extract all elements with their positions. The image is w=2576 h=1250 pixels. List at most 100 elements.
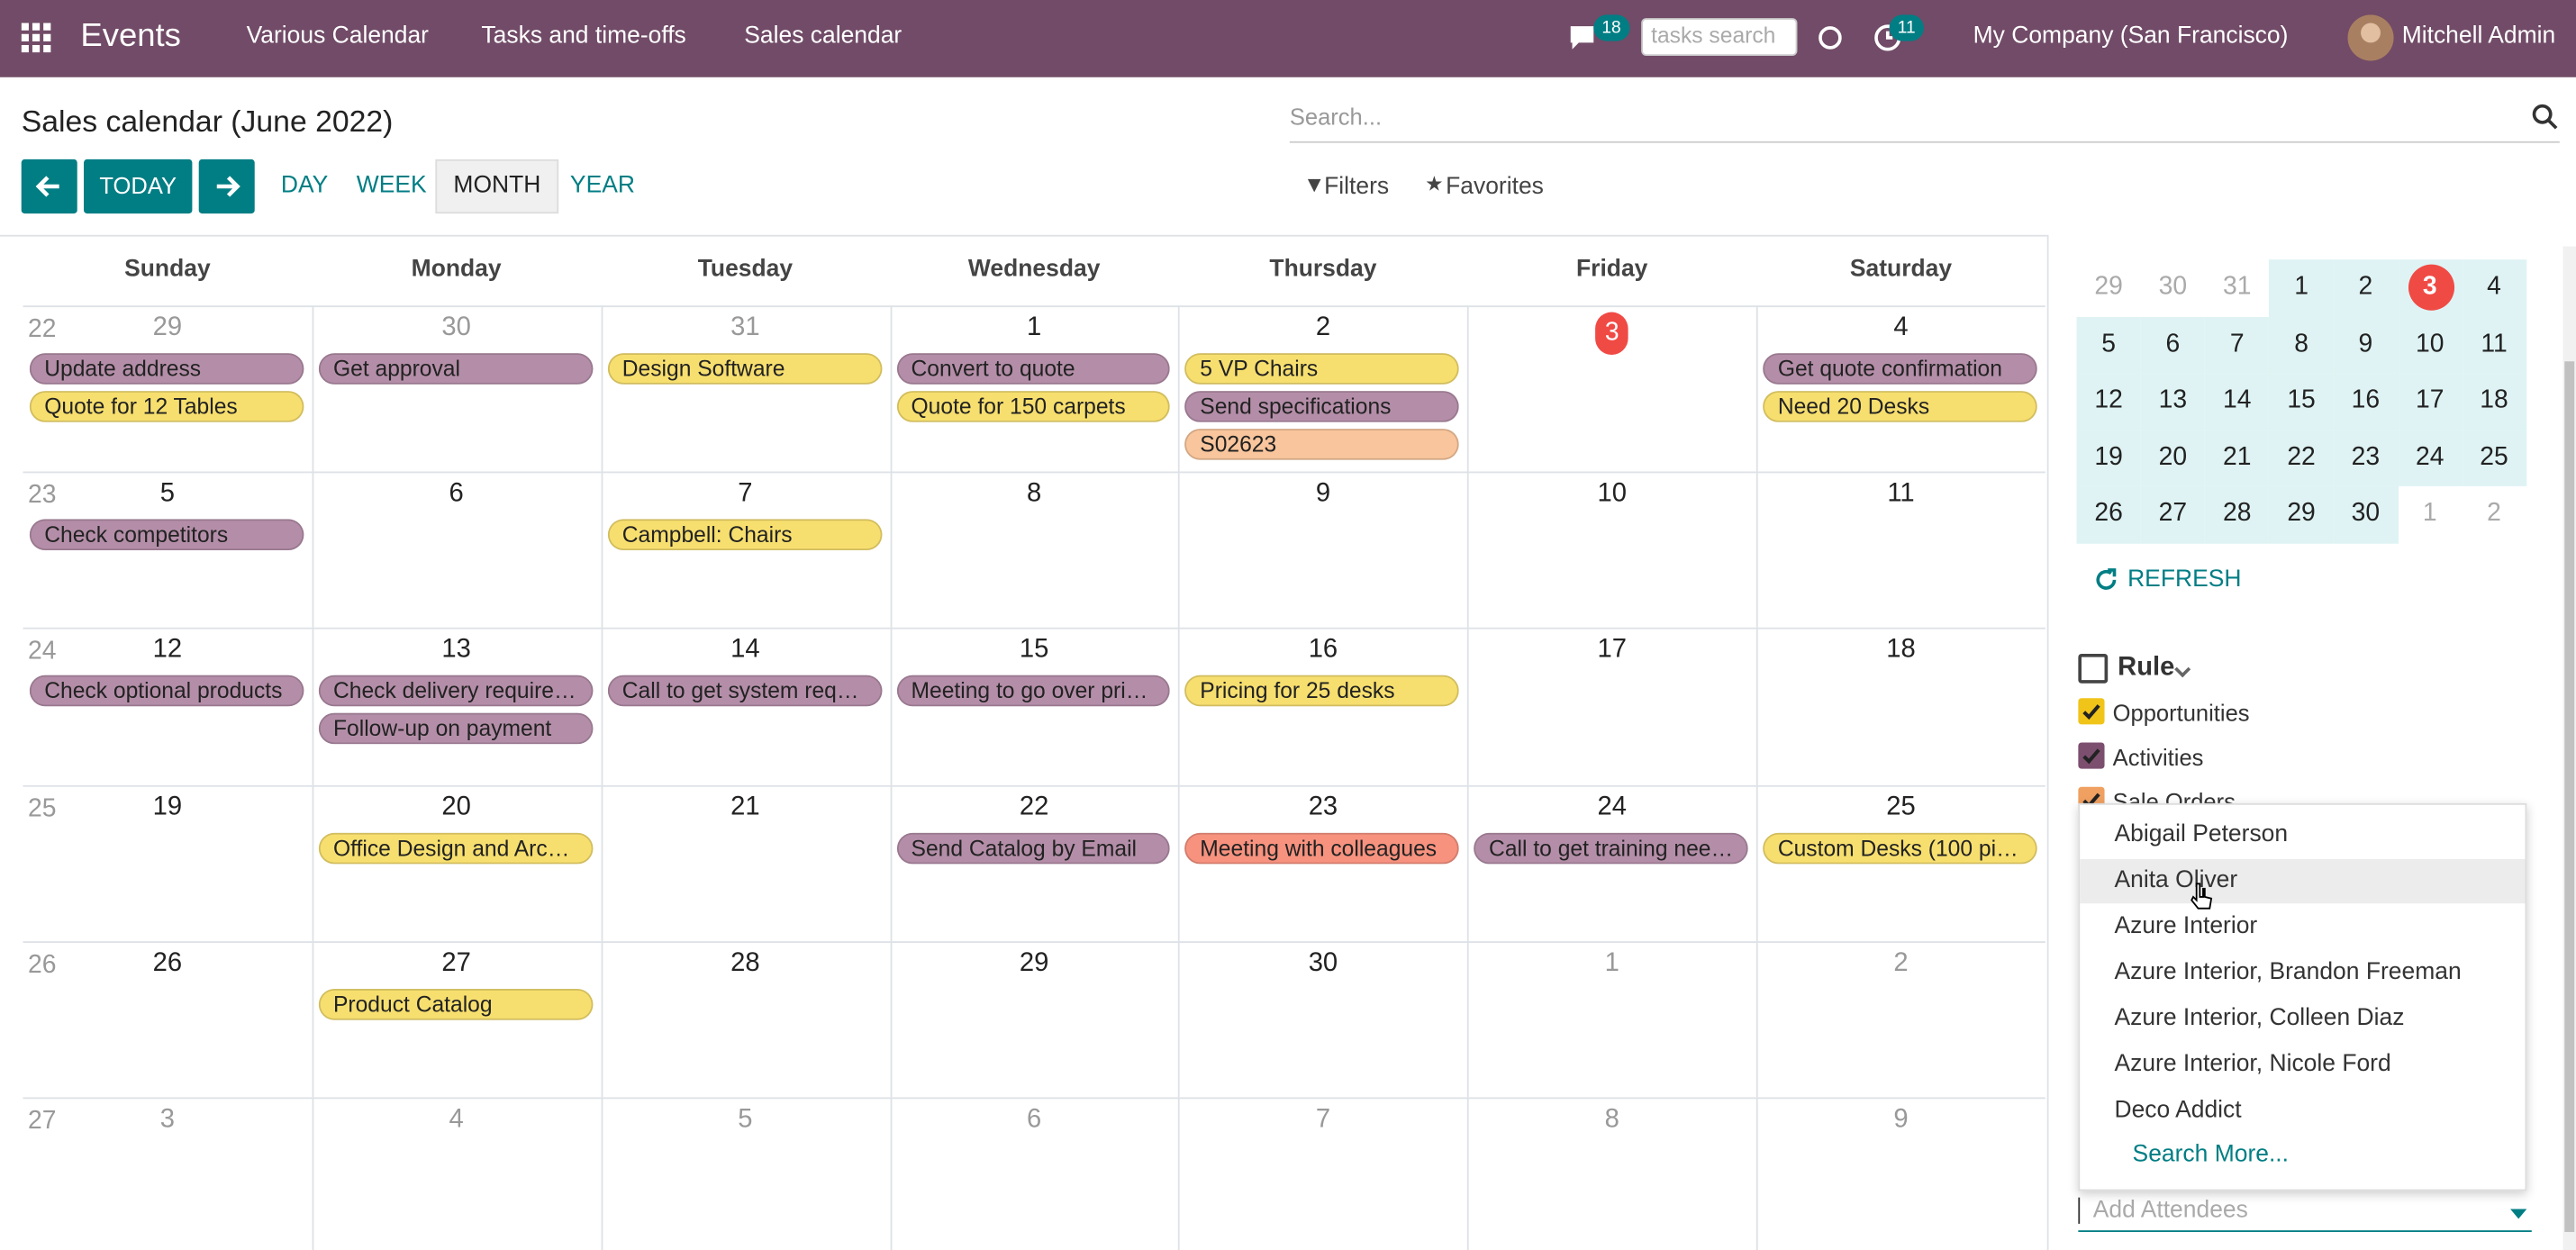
mini-day[interactable]: 14 <box>2222 385 2252 414</box>
mini-day[interactable]: 1 <box>2422 500 2437 529</box>
today-button[interactable]: TODAY <box>84 159 193 214</box>
mini-day[interactable]: 13 <box>2158 385 2188 414</box>
calendar-event[interactable]: Follow-up on payment <box>318 712 593 745</box>
app-name[interactable]: Events <box>80 18 181 55</box>
refresh-icon[interactable] <box>2093 566 2119 593</box>
filter-label[interactable]: Opportunities <box>2112 700 2250 727</box>
mini-day[interactable]: 6 <box>2165 329 2181 358</box>
calendar-event[interactable]: Get approval <box>318 353 593 385</box>
mini-day[interactable]: 20 <box>2158 443 2188 472</box>
mini-day[interactable]: 26 <box>2094 500 2123 529</box>
refresh-button[interactable]: REFRESH <box>2127 566 2242 593</box>
caret[interactable] <box>2174 661 2191 678</box>
calendar-event[interactable]: Need 20 Desks <box>1763 391 2037 422</box>
calendar-event[interactable]: S02623 <box>1184 429 1460 460</box>
calendar-event[interactable]: Send Catalog by Email <box>896 832 1171 865</box>
mini-day[interactable]: 16 <box>2351 385 2381 414</box>
dropdown-option[interactable]: Deco Addict <box>2114 1097 2242 1124</box>
mini-day[interactable]: 18 <box>2480 385 2508 414</box>
filters-button[interactable]: Filters <box>1324 174 1390 201</box>
calendar-event[interactable]: Meeting with colleagues <box>1184 832 1460 865</box>
star-icon[interactable] <box>1426 176 1443 191</box>
mini-day[interactable]: 27 <box>2158 500 2188 529</box>
mini-day[interactable]: 15 <box>2287 385 2316 414</box>
calendar-event[interactable]: Quote for 150 carpets <box>896 391 1171 422</box>
view-button[interactable]: YEAR <box>569 172 635 199</box>
attendees-placeholder[interactable]: Add Attendees <box>2092 1197 2248 1224</box>
mini-day[interactable]: 8 <box>2294 329 2308 358</box>
dropdown-option[interactable]: Anita Oliver <box>2080 858 2526 904</box>
prev-button[interactable] <box>21 159 77 214</box>
menu-item[interactable]: Tasks and time-offs <box>481 23 686 50</box>
mini-day[interactable]: 11 <box>2481 329 2508 358</box>
favorites-button[interactable]: Favorites <box>1446 174 1544 201</box>
mini-day[interactable]: 9 <box>2358 329 2373 358</box>
mini-day[interactable]: 19 <box>2094 443 2123 472</box>
search-input[interactable]: tasks search <box>1641 18 1798 57</box>
menu-item[interactable]: Sales calendar <box>744 23 903 50</box>
view-button[interactable]: WEEK <box>356 172 427 199</box>
calendar-event[interactable]: Send specifications <box>1184 391 1460 422</box>
dropdown-option[interactable]: Azure Interior <box>2114 913 2258 940</box>
calendar-event[interactable]: Check delivery requirem… <box>318 675 593 707</box>
calendar-event[interactable]: Convert to quote <box>896 353 1171 385</box>
calendar-event[interactable]: Campbell: Chairs <box>607 519 882 551</box>
mini-day[interactable]: 7 <box>2229 329 2245 358</box>
calendar-event[interactable]: Design Software <box>607 353 882 385</box>
calendar-event[interactable]: Office Design and Archit… <box>318 832 593 865</box>
filter-checkbox[interactable] <box>2078 698 2105 725</box>
rule-checkbox[interactable] <box>2078 653 2109 684</box>
user-menu[interactable]: Mitchell Admin <box>2401 23 2556 50</box>
search-bar[interactable]: Search... <box>1289 95 2560 143</box>
search-more[interactable]: Search More... <box>2132 1141 2290 1168</box>
mini-day[interactable]: 30 <box>2158 272 2188 301</box>
mini-day[interactable]: 21 <box>2222 443 2252 472</box>
calendar-event[interactable]: Pricing for 25 desks <box>1184 675 1460 707</box>
funnel-icon[interactable] <box>1307 178 1321 193</box>
mini-day[interactable]: 12 <box>2094 385 2123 414</box>
avatar[interactable] <box>2347 14 2394 61</box>
mini-day[interactable]: 4 <box>2487 272 2501 301</box>
attendees-input[interactable] <box>2078 1196 2532 1232</box>
calendar-event[interactable]: Custom Desks (100 piec… <box>1763 832 2037 865</box>
view-button[interactable]: MONTH <box>435 159 559 214</box>
mini-day[interactable]: 3 <box>2422 272 2437 301</box>
mini-day[interactable]: 5 <box>2101 329 2116 358</box>
calendar-event[interactable]: Update address <box>29 353 304 385</box>
calendar-event[interactable]: Product Catalog <box>318 989 593 1020</box>
mini-day[interactable]: 10 <box>2415 329 2444 358</box>
next-button[interactable] <box>198 159 255 214</box>
mini-day[interactable]: 30 <box>2351 500 2381 529</box>
calendar-event[interactable]: Check competitors <box>29 519 304 551</box>
view-button[interactable]: DAY <box>280 172 329 199</box>
mini-day[interactable]: 28 <box>2222 500 2252 529</box>
company-switcher[interactable]: My Company (San Francisco) <box>1973 23 2289 50</box>
mini-day[interactable]: 23 <box>2351 443 2381 472</box>
dropdown-option[interactable]: Azure Interior, Colleen Diaz <box>2114 1005 2405 1032</box>
mini-day[interactable]: 22 <box>2287 443 2316 472</box>
input-caret[interactable] <box>2510 1209 2527 1219</box>
sync-icon[interactable] <box>1814 22 1846 54</box>
mini-day[interactable]: 17 <box>2415 385 2444 414</box>
filter-label[interactable]: Activities <box>2112 744 2204 771</box>
calendar-event[interactable]: Call to get training needs <box>1474 832 1748 865</box>
calendar-event[interactable]: Quote for 12 Tables <box>29 391 304 422</box>
calendar-event[interactable]: Meeting to go over prici… <box>896 675 1171 707</box>
scrollbar-thumb[interactable] <box>2564 361 2575 1232</box>
calendar-event[interactable]: Call to get system requir… <box>607 675 882 707</box>
mini-day[interactable]: 24 <box>2415 443 2444 472</box>
mini-day[interactable]: 29 <box>2094 272 2123 301</box>
mini-day[interactable]: 2 <box>2487 500 2501 529</box>
mini-day[interactable]: 29 <box>2287 500 2316 529</box>
menu-item[interactable]: Various Calendar <box>246 23 430 50</box>
dropdown-option[interactable]: Abigail Peterson <box>2114 821 2289 848</box>
mini-day[interactable]: 2 <box>2358 272 2373 301</box>
calendar-event[interactable]: Get quote confirmation <box>1763 353 2037 385</box>
mini-day[interactable]: 1 <box>2294 272 2308 301</box>
calendar-event[interactable]: 5 VP Chairs <box>1184 353 1460 385</box>
mini-day[interactable]: 31 <box>2222 272 2252 301</box>
filter-checkbox[interactable] <box>2078 742 2105 769</box>
chat-icon[interactable] <box>1567 23 1600 53</box>
dropdown-option[interactable]: Azure Interior, Nicole Ford <box>2114 1051 2391 1078</box>
apps-icon[interactable] <box>21 23 51 53</box>
